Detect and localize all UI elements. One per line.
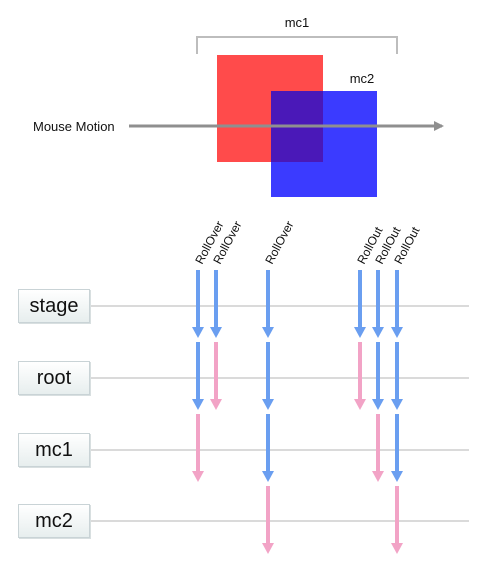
arrow-head [192, 327, 204, 338]
event-column: RollOver [262, 219, 297, 554]
lane-lines [90, 305, 469, 522]
mc1-title: mc1 [285, 15, 310, 30]
lane-label-stage: stage [18, 289, 90, 323]
arrow-head [391, 327, 403, 338]
arrow-head [391, 399, 403, 410]
lane-label-mc1: mc1 [18, 433, 90, 467]
mc1-bracket [196, 36, 398, 54]
lane-label-mc2: mc2 [18, 504, 90, 538]
arrow-head [372, 471, 384, 482]
arrow-head [354, 327, 366, 338]
arrow-head [210, 399, 222, 410]
arrow-head [354, 399, 366, 410]
arrow-head [262, 543, 274, 554]
arrow-head [210, 327, 222, 338]
arrow-head [262, 327, 274, 338]
event-column: RollOut [391, 224, 423, 554]
arrow-head [372, 327, 384, 338]
arrow-head [391, 543, 403, 554]
lane-label-root: root [18, 361, 90, 395]
arrow-head [372, 399, 384, 410]
event-column: RollOver [210, 219, 245, 410]
arrow-head [262, 471, 274, 482]
arrow-head [391, 471, 403, 482]
mc2-title: mc2 [350, 71, 375, 86]
event-label: RollOver [262, 219, 296, 267]
arrow-head [262, 399, 274, 410]
arrow-head [192, 471, 204, 482]
mouse-motion-label: Mouse Motion [33, 119, 115, 134]
arrow-head [192, 399, 204, 410]
